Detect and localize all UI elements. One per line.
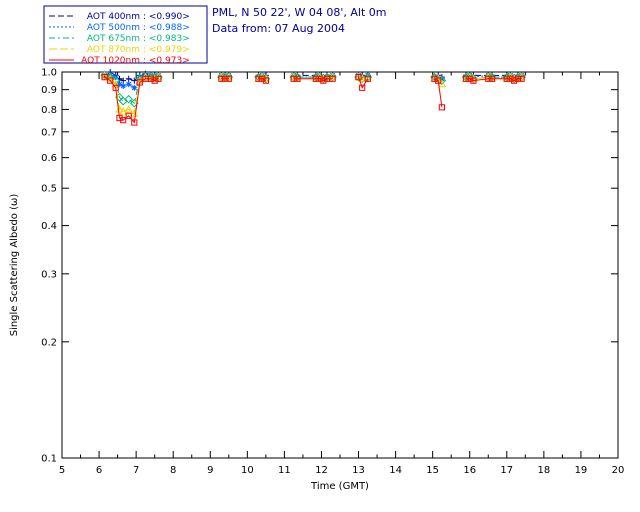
y-tick-label: 0.5 (41, 184, 57, 195)
y-tick-label: 0.9 (41, 85, 57, 96)
x-tick-label: 19 (575, 465, 588, 476)
data-date: Data from: 07 Aug 2004 (212, 22, 346, 35)
legend: AOT 400nm: <0.990>AOT 500nm: <0.988>AOT … (43, 5, 208, 66)
plot-header: PML, N 50 22', W 04 08', Alt 0m Data fro… (212, 5, 386, 37)
legend-series-mean: : <0.988> (143, 23, 190, 33)
x-tick-label: 10 (241, 465, 254, 476)
x-tick-label: 15 (426, 465, 439, 476)
y-tick-label: 0.2 (41, 337, 57, 348)
legend-series-mean: : <0.990> (143, 12, 190, 22)
legend-series-mean: : <0.973> (143, 56, 190, 66)
legend-series-name: AOT 1020nm (81, 56, 140, 66)
x-tick-label: 18 (537, 465, 550, 476)
x-tick-label: 11 (278, 465, 291, 476)
y-axis-title: Single Scattering Albedo (ω) (9, 194, 20, 337)
y-tick-label: 0.4 (41, 221, 57, 232)
y-tick-label: 1.0 (41, 68, 57, 79)
x-tick-label: 6 (96, 465, 102, 476)
axes (61, 71, 619, 459)
x-tick-label: 14 (389, 465, 402, 476)
legend-series-mean: : <0.983> (143, 34, 190, 44)
legend-series-name: AOT 400nm (87, 12, 140, 22)
y-tick-label: 0.3 (41, 269, 57, 280)
legend-series-name: AOT 675nm (87, 34, 140, 44)
x-tick-label: 9 (207, 465, 213, 476)
x-tick-label: 8 (170, 465, 176, 476)
x-tick-label: 16 (463, 465, 476, 476)
x-tick-label: 20 (612, 465, 625, 476)
axis-labels: 5 6 7 8 9 10 11 12 13 14 15 16 17 18 19 20 1.0 0.9 0.8 0.7 0… (9, 68, 624, 493)
x-tick-label: 17 (500, 465, 513, 476)
series-aot-1020nm (101, 74, 525, 126)
legend-series-name: AOT 870nm (87, 45, 140, 55)
y-tick-label: 0.1 (41, 454, 57, 465)
x-axis-title: Time (GMT) (310, 481, 369, 492)
x-tick-label: 13 (352, 465, 365, 476)
x-tick-label: 7 (133, 465, 139, 476)
x-tick-label: 5 (59, 465, 65, 476)
legend-series-name: AOT 500nm (87, 23, 140, 33)
y-tick-label: 0.7 (41, 127, 57, 138)
y-tick-label: 0.8 (41, 105, 57, 116)
x-tick-label: 12 (315, 465, 328, 476)
legend-series-mean: : <0.979> (143, 45, 190, 55)
site-info: PML, N 50 22', W 04 08', Alt 0m (212, 6, 387, 19)
y-tick-label: 0.6 (41, 153, 57, 164)
